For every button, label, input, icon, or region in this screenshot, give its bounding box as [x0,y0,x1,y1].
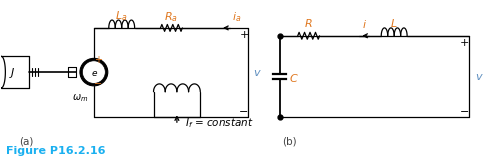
Text: (b): (b) [282,137,297,147]
Text: +: + [240,30,248,40]
Text: −: − [94,79,102,89]
Text: +: + [94,55,102,65]
Text: −: − [240,107,248,117]
Text: $\omega_m$: $\omega_m$ [72,92,88,104]
Text: v: v [475,72,482,81]
Circle shape [80,58,108,86]
Text: $i_a$: $i_a$ [232,10,242,24]
Text: $I_f$ = constant: $I_f$ = constant [185,116,253,130]
Text: v: v [253,68,260,78]
Text: e: e [91,69,97,78]
Circle shape [82,61,105,83]
Text: C: C [290,73,298,84]
Text: R: R [305,19,312,29]
Text: J: J [11,68,14,78]
Text: $R_a$: $R_a$ [165,10,179,24]
Text: (a): (a) [19,137,34,147]
Text: L: L [391,19,397,29]
Text: +: + [460,38,470,48]
Text: −: − [460,107,470,117]
Text: Figure P16.2.16: Figure P16.2.16 [6,146,106,156]
Text: i: i [363,20,366,30]
Text: $L_a$: $L_a$ [116,9,128,23]
